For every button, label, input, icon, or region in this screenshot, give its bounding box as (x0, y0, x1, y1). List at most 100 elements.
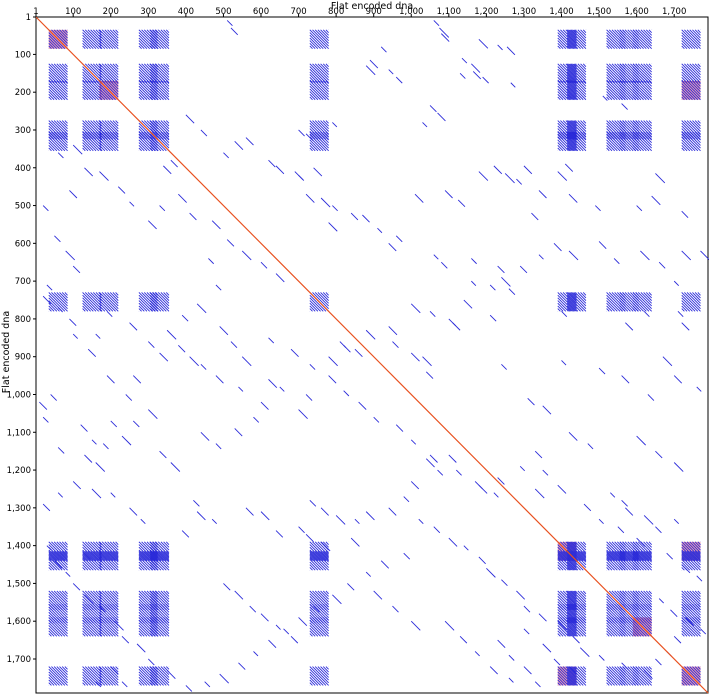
repeat-block-stroke (322, 590, 329, 597)
repeat-block-stroke (160, 541, 170, 551)
match-segment (598, 518, 604, 525)
repeat-block-stroke (104, 80, 119, 95)
repeat-block-stroke (163, 29, 170, 36)
y-tick-label: 1,100 (7, 428, 31, 438)
repeat-block-stroke (566, 619, 584, 637)
repeat-block-stroke (619, 564, 626, 571)
match-segment (463, 299, 473, 309)
repeat-block-stroke (648, 29, 652, 33)
repeat-block-stroke (99, 676, 108, 686)
match-segment (673, 375, 683, 384)
repeat-block-stroke (566, 302, 576, 312)
repeat-block-stroke (87, 131, 102, 146)
repeat-block-stroke (566, 674, 579, 686)
repeat-block-stroke (309, 294, 327, 312)
match-segment (95, 462, 106, 472)
repeat-block-stroke (149, 302, 159, 312)
repeat-block (82, 541, 102, 562)
repeat-block-stroke (694, 292, 701, 299)
repeat-block-stroke (619, 142, 629, 152)
repeat-block-stroke (574, 550, 587, 563)
repeat-block-stroke (566, 142, 576, 152)
repeat-block-stroke (155, 666, 170, 681)
y-tick-label: 700 (15, 277, 31, 287)
repeat-block-stroke (577, 80, 587, 90)
repeat-block-stroke (92, 603, 102, 613)
match-segment (414, 193, 424, 203)
repeat-block-stroke (694, 29, 701, 36)
repeat-block-stroke (149, 29, 170, 50)
repeat-block-stroke (312, 131, 329, 149)
repeat-block-stroke (138, 93, 145, 101)
repeat-block-stroke (109, 63, 119, 73)
repeat-block-stroke (632, 682, 636, 686)
repeat-block-stroke (557, 676, 567, 686)
repeat-block-stroke (48, 131, 68, 152)
repeat-block-stroke (149, 76, 156, 84)
match-segment (655, 173, 666, 184)
match-segment (305, 394, 313, 401)
repeat-block-stroke (149, 567, 154, 571)
repeat-block-stroke (99, 674, 111, 686)
repeat-block-stroke (314, 29, 329, 44)
repeat-block-stroke (632, 294, 650, 312)
repeat-block-stroke (619, 674, 631, 686)
repeat-block-stroke (309, 79, 313, 84)
repeat-block-stroke (107, 131, 119, 144)
repeat-block-stroke (138, 91, 148, 101)
match-segment (159, 450, 167, 459)
repeat-block-stroke (84, 550, 102, 568)
repeat-block (557, 292, 577, 312)
repeat-block-stroke (104, 550, 119, 566)
repeat-block-stroke (99, 541, 119, 562)
repeat-block-stroke (632, 292, 652, 312)
repeat-block-stroke (566, 564, 573, 571)
repeat-block-stroke (562, 131, 577, 146)
repeat-block-stroke (645, 131, 652, 138)
repeat-block-stroke (157, 120, 170, 132)
repeat-block-stroke (569, 29, 587, 47)
repeat-block-stroke (312, 541, 329, 559)
match-segment (350, 212, 359, 221)
repeat-block-stroke (325, 292, 329, 296)
repeat-block-stroke (163, 131, 170, 138)
repeat-block-stroke (48, 302, 58, 312)
repeat-block-stroke (155, 550, 170, 566)
repeat-block-stroke (606, 682, 610, 686)
repeat-block-stroke (320, 666, 329, 676)
repeat-block-stroke (104, 63, 119, 78)
match-segment (72, 481, 82, 490)
repeat-block-stroke (606, 34, 621, 50)
repeat-block-stroke (619, 622, 634, 637)
match-segment (523, 666, 532, 675)
match-segment (283, 628, 290, 635)
repeat-block-stroke (632, 549, 644, 562)
repeat-block-stroke (689, 617, 701, 629)
repeat-block-stroke (109, 292, 119, 301)
repeat-block-stroke (152, 666, 170, 684)
repeat-block-stroke (635, 617, 652, 634)
match-segment (110, 666, 119, 675)
match-segment (568, 250, 579, 261)
repeat-block-stroke (149, 552, 159, 562)
repeat-block-stroke (566, 561, 576, 571)
repeat-block-stroke (59, 603, 68, 613)
repeat-block-stroke (689, 541, 701, 554)
repeat-block-stroke (694, 80, 701, 87)
match-segment (313, 605, 320, 613)
repeat-block-stroke (309, 42, 316, 50)
repeat-block-stroke (565, 29, 577, 42)
match-segment (147, 658, 155, 666)
repeat-block (99, 292, 119, 312)
repeat-block-stroke (95, 617, 102, 624)
repeat-block-stroke (686, 666, 701, 681)
repeat-block-stroke (606, 674, 618, 686)
repeat-block (566, 63, 587, 84)
repeat-block-stroke (565, 617, 577, 629)
match-segment (625, 507, 634, 516)
repeat-block-stroke (320, 292, 329, 301)
repeat-block-stroke (322, 29, 329, 36)
repeat-block-stroke (138, 559, 150, 571)
repeat-block-stroke (619, 74, 629, 84)
repeat-block-stroke (165, 29, 170, 33)
